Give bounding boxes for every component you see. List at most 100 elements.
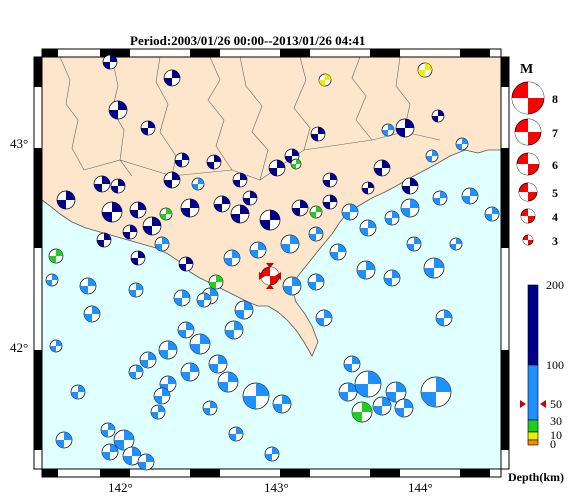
focal-mechanism — [268, 159, 286, 177]
focal-mechanism — [308, 226, 324, 242]
focal-mechanism — [110, 178, 126, 194]
focal-mechanism — [242, 190, 258, 206]
focal-mechanism — [280, 234, 300, 254]
focal-mechanism — [228, 426, 244, 442]
focal-mechanism — [101, 201, 123, 223]
highlighted-event — [259, 263, 281, 289]
focal-mechanism — [163, 69, 181, 87]
focal-mechanism — [130, 250, 146, 266]
focal-mechanism — [153, 387, 171, 405]
focal-mechanism — [137, 453, 155, 471]
focal-mechanism — [208, 274, 224, 290]
focal-mechanism — [282, 276, 302, 296]
focal-mechanism — [45, 273, 59, 287]
focal-mechanism — [343, 355, 361, 373]
depth-tick-10: 10 — [550, 428, 562, 442]
focal-mechanism — [159, 207, 173, 221]
focal-mechanism — [431, 109, 445, 123]
depth-tick-200: 200 — [546, 278, 564, 292]
focal-mechanism — [384, 210, 400, 226]
focal-mechanism — [83, 305, 101, 323]
focal-mechanism — [356, 260, 376, 280]
focal-mechanism — [96, 232, 112, 248]
focal-mechanism — [420, 376, 452, 408]
focal-mechanism — [351, 401, 373, 423]
magnitude-legend-symbol — [516, 152, 540, 176]
mag-legend-title: M — [520, 62, 534, 77]
focal-mechanism — [329, 243, 347, 261]
lat-tick-42: 42° — [10, 340, 29, 355]
focal-mechanism — [70, 384, 86, 400]
focal-mechanism — [423, 257, 445, 279]
mag-legend-6: 6 — [552, 158, 558, 172]
magnitude-legend-symbol — [520, 208, 536, 224]
focal-mechanism — [291, 199, 309, 217]
map-frame — [33, 48, 510, 478]
focal-mechanism — [290, 158, 302, 170]
focal-mechanism — [381, 123, 395, 137]
depth-tick-30: 30 — [550, 414, 562, 428]
focal-mechanism — [224, 320, 244, 340]
focal-mechanism — [217, 371, 239, 393]
focal-mechanism — [234, 300, 254, 320]
focal-mechanism — [383, 269, 401, 287]
focal-mechanism — [354, 370, 382, 398]
focal-mechanism — [230, 204, 250, 224]
focal-mechanism — [158, 340, 178, 360]
depth-tick-100: 100 — [546, 358, 564, 372]
map-title: Period:2003/01/26 00:00--2013/01/26 04:4… — [130, 33, 366, 48]
focal-mechanism — [449, 237, 463, 251]
focal-mechanism — [223, 249, 241, 267]
focal-mechanism — [202, 400, 218, 416]
focal-mechanism — [461, 187, 479, 205]
focal-mechanism — [191, 177, 205, 191]
focal-mechanism — [272, 394, 292, 414]
focal-mechanism — [401, 177, 419, 195]
focal-mechanism — [318, 73, 332, 87]
focal-mechanism — [150, 404, 166, 420]
focal-mechanism — [128, 282, 144, 298]
depth-color-bar — [520, 284, 546, 446]
focal-mechanism — [232, 172, 248, 188]
focal-mechanism — [55, 431, 73, 449]
focal-mechanism — [213, 195, 231, 213]
focal-mechanism — [178, 256, 194, 272]
mag-legend-4: 4 — [552, 210, 558, 224]
focal-mechanism — [435, 309, 453, 327]
focal-mechanism — [264, 446, 280, 462]
mag-legend-8: 8 — [552, 92, 558, 106]
focal-mechanism — [56, 190, 76, 210]
magnitude-legend-symbol — [511, 81, 545, 115]
focal-mechanism — [100, 422, 116, 438]
focal-mechanism — [400, 198, 420, 218]
focal-mechanism — [163, 171, 181, 189]
lon-tick-144: 144° — [408, 480, 433, 495]
focal-mechanism — [417, 62, 433, 78]
magnitude-legend-symbol — [514, 118, 542, 146]
lon-tick-142: 142° — [108, 480, 133, 495]
focal-mechanism — [385, 381, 407, 403]
focal-mechanism — [406, 236, 422, 252]
focal-mechanism — [206, 154, 222, 170]
focal-mechanism — [372, 396, 392, 416]
focal-mechanism — [307, 273, 325, 291]
focal-mechanism — [309, 205, 323, 219]
magnitude-legend-symbol — [522, 234, 534, 246]
focal-mechanism — [122, 446, 142, 466]
depth-scale-label: Depth(km) — [508, 470, 564, 484]
focal-mechanism — [48, 248, 64, 264]
focal-mechanism — [322, 194, 338, 210]
focal-mechanism — [338, 382, 358, 402]
focal-mechanism — [341, 203, 359, 221]
focal-mechanism — [128, 364, 144, 380]
focal-mechanism — [79, 277, 97, 295]
focal-mechanism — [249, 241, 267, 259]
focal-mechanism — [108, 100, 128, 120]
focal-mechanism — [259, 209, 281, 231]
focal-mechanism — [154, 236, 170, 252]
mag-legend-7: 7 — [552, 126, 558, 140]
focal-mechanism — [139, 351, 157, 369]
focal-mechanism — [180, 362, 200, 382]
focal-mechanism — [93, 175, 111, 193]
